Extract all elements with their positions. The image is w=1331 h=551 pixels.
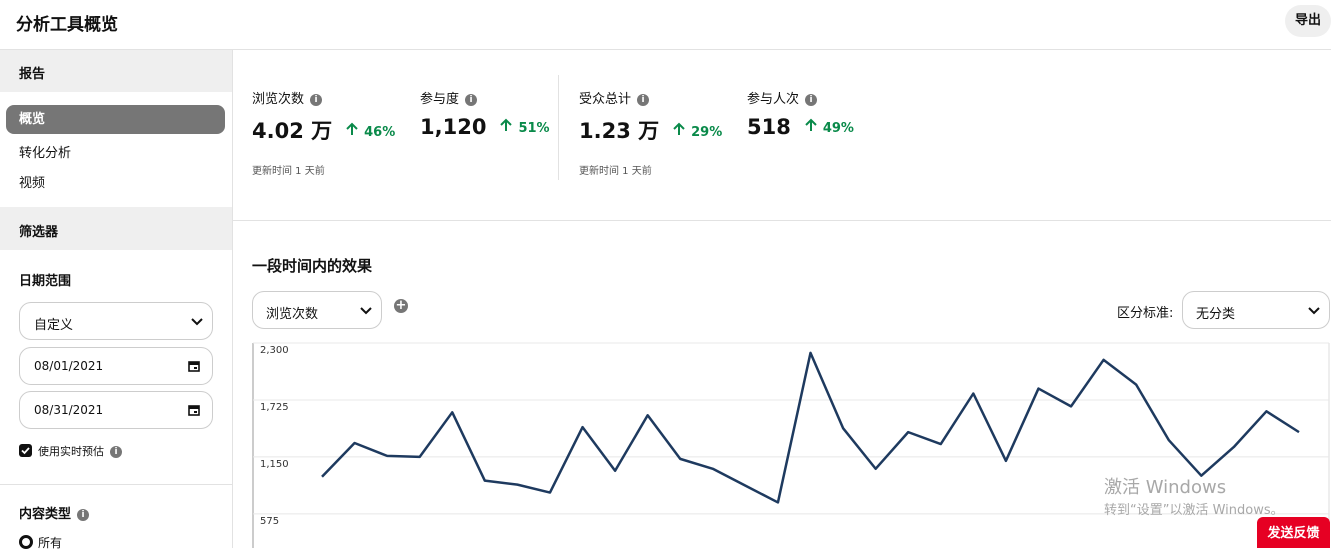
select-value: 无分类 [1196, 307, 1236, 322]
feedback-button[interactable]: 发送反馈 [1257, 517, 1330, 548]
metric-change: 46% [364, 125, 396, 140]
updated-time: 更新时间 1 天前 [579, 166, 652, 177]
metric-label: 参与人次 i [747, 88, 818, 107]
filter-label: 内容类型 i [19, 503, 90, 522]
check-icon [21, 447, 30, 455]
divider [558, 75, 559, 180]
section-heading: 筛选器 [19, 225, 59, 240]
updated-time: 更新时间 1 天前 [252, 166, 325, 177]
y-tick-label: 2,300 [260, 345, 289, 356]
metric-row: 4.02 万 46% [252, 115, 395, 145]
section-title: 一段时间内的效果 [252, 257, 373, 275]
start-date-input[interactable]: 08/01/2021 [19, 347, 213, 385]
section-heading: 报告 [19, 67, 46, 82]
metric-value: 4.02 万 [252, 119, 333, 143]
up-arrow [673, 121, 685, 140]
up-arrow [500, 117, 513, 136]
metric-label: 受众总计 i [579, 88, 650, 107]
page-title: 分析工具概览 [16, 15, 118, 35]
metric-label: 浏览次数 i [252, 88, 323, 107]
metric-label: 参与度 i [420, 88, 478, 107]
filter-label-text: 内容类型 [19, 507, 72, 522]
info-icon: i [465, 93, 478, 106]
info-icon: i [77, 508, 90, 521]
end-date-input[interactable]: 08/31/2021 [19, 391, 213, 429]
nav-item[interactable]: 转化分析 [19, 146, 72, 161]
filter-label: 日期范围 [19, 274, 72, 289]
watermark-text: 转到“设置”以激活 Windows。 [1104, 503, 1284, 518]
arrow-icon [346, 122, 358, 135]
calendar-icon [188, 405, 200, 416]
arrow-icon [673, 122, 685, 135]
checkbox[interactable] [19, 444, 32, 457]
line-series [321, 351, 1300, 504]
metric-name: 浏览次数 [252, 92, 305, 107]
metric-name: 受众总计 [579, 92, 632, 107]
add-icon[interactable]: + [394, 298, 408, 313]
watermark-title: 激活 Windows [1104, 477, 1227, 498]
chevron-icon [360, 307, 372, 315]
metric-value: 1.23 万 [579, 119, 660, 143]
arrow-icon [805, 118, 817, 131]
export-button[interactable]: 导出 [1285, 5, 1331, 37]
metric-value: 518 [747, 115, 791, 139]
info-icon: i [637, 93, 650, 106]
split-select[interactable]: 无分类 [1182, 291, 1330, 329]
divider [0, 484, 232, 485]
up-arrow [805, 117, 817, 136]
select-value: 浏览次数 [266, 307, 319, 322]
up-arrow [346, 121, 358, 140]
checkbox-label: 使用实时预估 i [38, 443, 122, 459]
metric-value: 1,120 [420, 115, 487, 139]
split-label: 区分标准: [1117, 306, 1174, 321]
radio-label: 所有 [38, 536, 63, 550]
nav-item-selected[interactable]: 概览 [6, 105, 225, 134]
metric-select[interactable]: 浏览次数 [252, 291, 382, 329]
nav-item[interactable]: 视频 [19, 176, 46, 191]
y-tick-label: 1,150 [260, 459, 289, 470]
section-band [0, 207, 232, 250]
section-band [0, 50, 232, 92]
info-icon: i [805, 93, 818, 106]
metric-change: 29% [691, 125, 723, 140]
divider [233, 220, 1331, 221]
chevron-icon [1308, 307, 1320, 315]
info-icon: i [310, 93, 323, 106]
info-icon: i [110, 446, 122, 458]
select-value: 自定义 [34, 318, 74, 333]
metric-name: 参与度 [420, 92, 460, 107]
metric-row: 518 49% [747, 115, 854, 139]
date-value: 08/01/2021 [34, 359, 104, 373]
header-divider [0, 49, 1331, 50]
metric-row: 1,120 51% [420, 115, 550, 139]
metric-change: 51% [518, 121, 550, 136]
metric-change: 49% [822, 121, 854, 136]
checkbox-text: 使用实时预估 [38, 445, 104, 458]
radio[interactable] [19, 535, 33, 549]
date-preset-select[interactable]: 自定义 [19, 302, 213, 340]
metric-name: 参与人次 [747, 92, 800, 107]
y-tick-label: 1,725 [260, 402, 289, 413]
metric-row: 1.23 万 29% [579, 115, 722, 145]
arrow-icon [500, 118, 513, 131]
chevron-icon [191, 318, 203, 326]
y-tick-label: 575 [260, 516, 279, 527]
calendar-icon [188, 361, 200, 372]
sidebar-divider [232, 50, 233, 548]
date-value: 08/31/2021 [34, 403, 104, 417]
